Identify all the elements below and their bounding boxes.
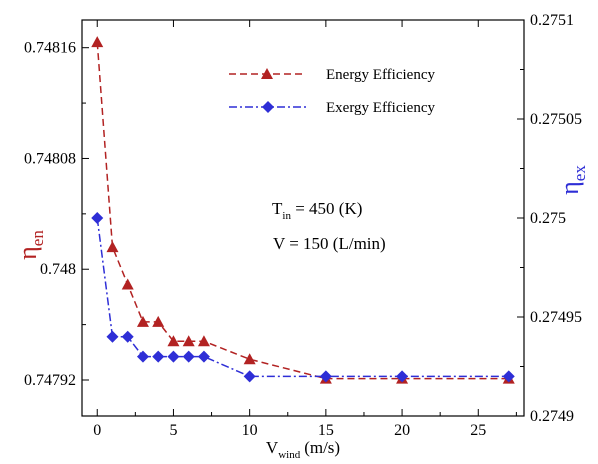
x-tick-label: 20	[394, 422, 410, 439]
x-axis-title-unit: (m/s)	[304, 438, 340, 457]
annotation-tin: Tin = 450 (K)	[272, 199, 362, 222]
right-axis-title: ηex	[555, 165, 589, 195]
exergy-point	[167, 350, 180, 363]
exergy-point	[396, 370, 409, 383]
legend-marker-energy	[261, 68, 273, 79]
x-axis-title-sub: wind	[278, 449, 301, 461]
right-y-tick-label: 0.275	[530, 210, 566, 227]
exergy-point	[106, 330, 119, 343]
annotation-tin-sub: in	[282, 210, 291, 222]
x-axis-title: Vwind (m/s)	[266, 438, 340, 461]
x-tick-label: 25	[470, 422, 486, 439]
left-y-tick-label: 0.748	[40, 261, 76, 278]
legend-label-energy: Energy Efficiency	[326, 67, 435, 83]
exergy-point	[502, 370, 515, 383]
legend: Energy Efficiency Exergy Efficiency	[229, 67, 435, 116]
energy-point	[121, 278, 134, 290]
right-axis-title-main: η	[555, 181, 584, 195]
exergy-point	[121, 330, 134, 343]
left-axis-title: ηen	[13, 230, 47, 260]
right-y-tick-label: 0.27495	[530, 309, 582, 326]
exergy-point	[319, 370, 332, 383]
series-markers	[91, 36, 515, 384]
exergy-point	[182, 350, 195, 363]
exergy-point	[152, 350, 165, 363]
exergy-point	[136, 350, 149, 363]
left-y-tick-label: 0.74816	[24, 40, 76, 57]
x-tick-label: 0	[93, 422, 101, 439]
energy-point	[91, 36, 104, 48]
right-y-tick-label: 0.27505	[530, 111, 582, 128]
energy-point	[197, 335, 210, 347]
energy-point	[243, 353, 256, 365]
annotation-tin-main: T	[272, 199, 283, 218]
energy-point	[136, 315, 149, 327]
energy-point	[167, 335, 180, 347]
right-y-tick-label: 0.2749	[530, 408, 574, 425]
energy-point	[152, 315, 165, 327]
annotation-tin-rest: = 450 (K)	[291, 199, 362, 218]
annotation-flow: V = 150 (L/min)	[273, 234, 386, 253]
legend-label-exergy: Exergy Efficiency	[326, 100, 435, 116]
x-tick-label: 5	[169, 422, 177, 439]
right-axis-title-sub: ex	[570, 165, 589, 182]
series-line-0	[96, 42, 509, 380]
legend-marker-exergy	[262, 101, 274, 113]
x-axis-title-main: V	[266, 438, 279, 457]
energy-point	[106, 241, 119, 253]
left-axis-title-main: η	[13, 246, 42, 260]
energy-point	[182, 335, 195, 347]
right-y-tick-label: 0.2751	[530, 12, 574, 29]
left-y-tick-label: 0.74808	[24, 150, 76, 167]
exergy-point	[91, 212, 104, 224]
exergy-point	[243, 370, 256, 383]
x-tick-label: 15	[318, 422, 334, 439]
exergy-point	[197, 350, 210, 363]
axis-ticks: 0 5 10 15 20 25 0.74792 0.748 0.74808 0.74816 0.27…	[24, 12, 582, 439]
x-tick-label: 10	[242, 422, 258, 439]
left-y-tick-label: 0.74792	[24, 372, 76, 389]
left-axis-title-sub: en	[28, 230, 47, 247]
